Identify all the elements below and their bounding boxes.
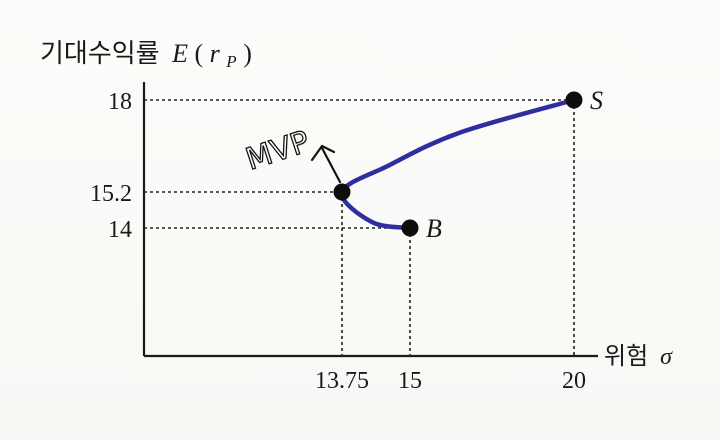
data-points: [333, 91, 583, 237]
x-tick-labels: 13.75 15 20: [315, 368, 586, 394]
data-point: [401, 219, 419, 237]
y-tick-label: 15.2: [90, 181, 132, 207]
x-tick-label: 20: [562, 368, 586, 394]
mvp-annotation: MVP: [241, 124, 342, 184]
point-label: S: [590, 86, 603, 115]
frontier-curve: [339, 97, 577, 231]
y-tick-label: 18: [108, 89, 132, 115]
y-tick-labels: 18 15.2 14: [90, 89, 132, 243]
mvp-text: MVP: [242, 124, 314, 177]
guide-lines: [144, 99, 575, 356]
data-point: [333, 183, 351, 201]
data-point: [565, 91, 583, 109]
y-tick-label: 14: [108, 217, 132, 243]
x-tick-label: 13.75: [315, 368, 369, 394]
y-axis-label: 기대수익률 E ( r P ): [40, 39, 252, 73]
mvp-arrow-icon: [310, 144, 342, 184]
point-label: B: [426, 214, 442, 243]
point-labels: SB: [426, 86, 603, 243]
x-axis-label: 위험 σ: [604, 343, 673, 370]
x-tick-label: 15: [398, 368, 422, 394]
